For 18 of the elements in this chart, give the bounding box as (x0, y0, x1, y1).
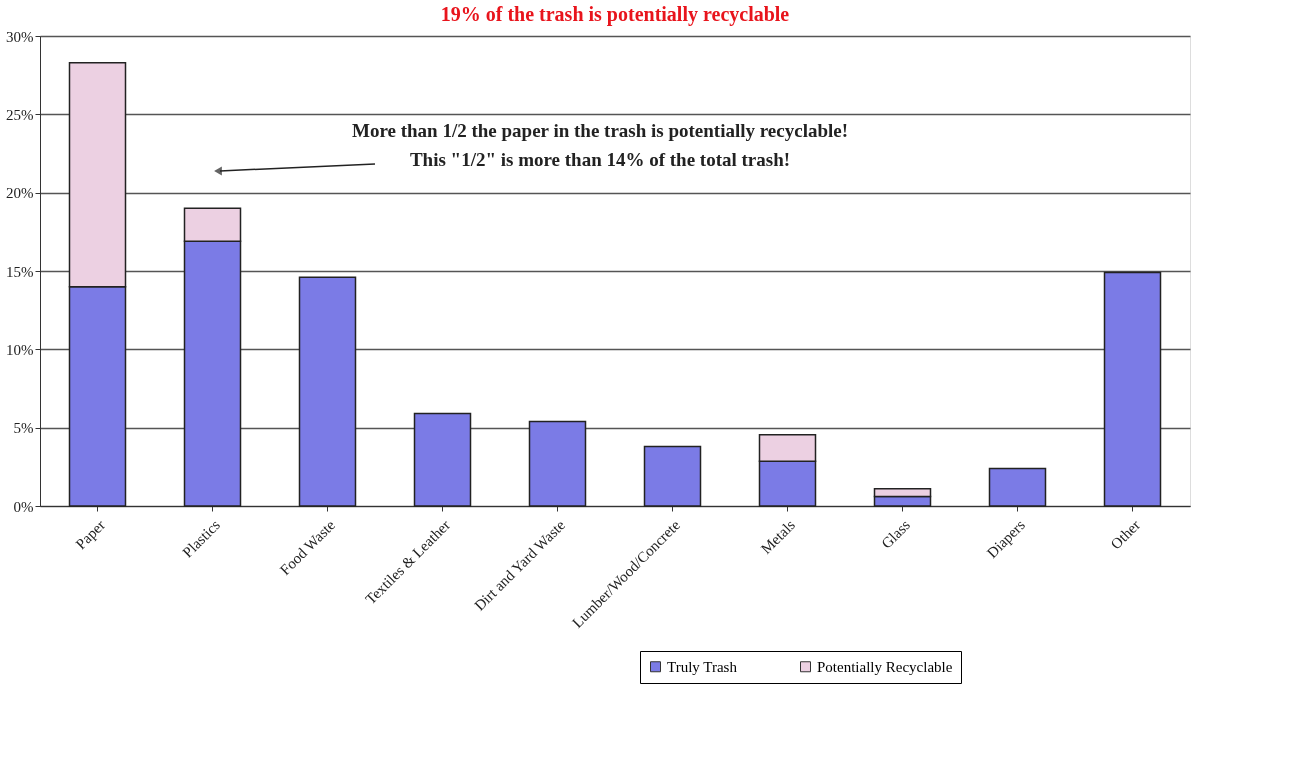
annotation: This "1/2" is more than 14% of the total trash! (409, 149, 791, 170)
legend-label: Truly Trash (667, 658, 738, 675)
bar (1103, 271, 1162, 507)
annotation: More than 1/2 the paper in the trash is potentially recyclable! (351, 120, 849, 141)
bar (413, 412, 472, 507)
y-tick-label: 20% (6, 185, 34, 202)
chart-title: 19% of the trash is potentially recyclable (440, 3, 790, 26)
y-tick-label: 5% (13, 420, 34, 437)
y-tick-label: 30% (6, 28, 34, 45)
bar (528, 420, 587, 507)
y-tick-label: 10% (6, 341, 34, 358)
y-tick-label: 0% (13, 498, 34, 515)
bar (988, 467, 1047, 507)
y-tick-label: 25% (6, 106, 34, 123)
legend-label: Potentially Recyclable (817, 658, 953, 675)
bar (643, 445, 702, 507)
bar (298, 276, 357, 507)
y-tick-label: 15% (6, 263, 34, 280)
